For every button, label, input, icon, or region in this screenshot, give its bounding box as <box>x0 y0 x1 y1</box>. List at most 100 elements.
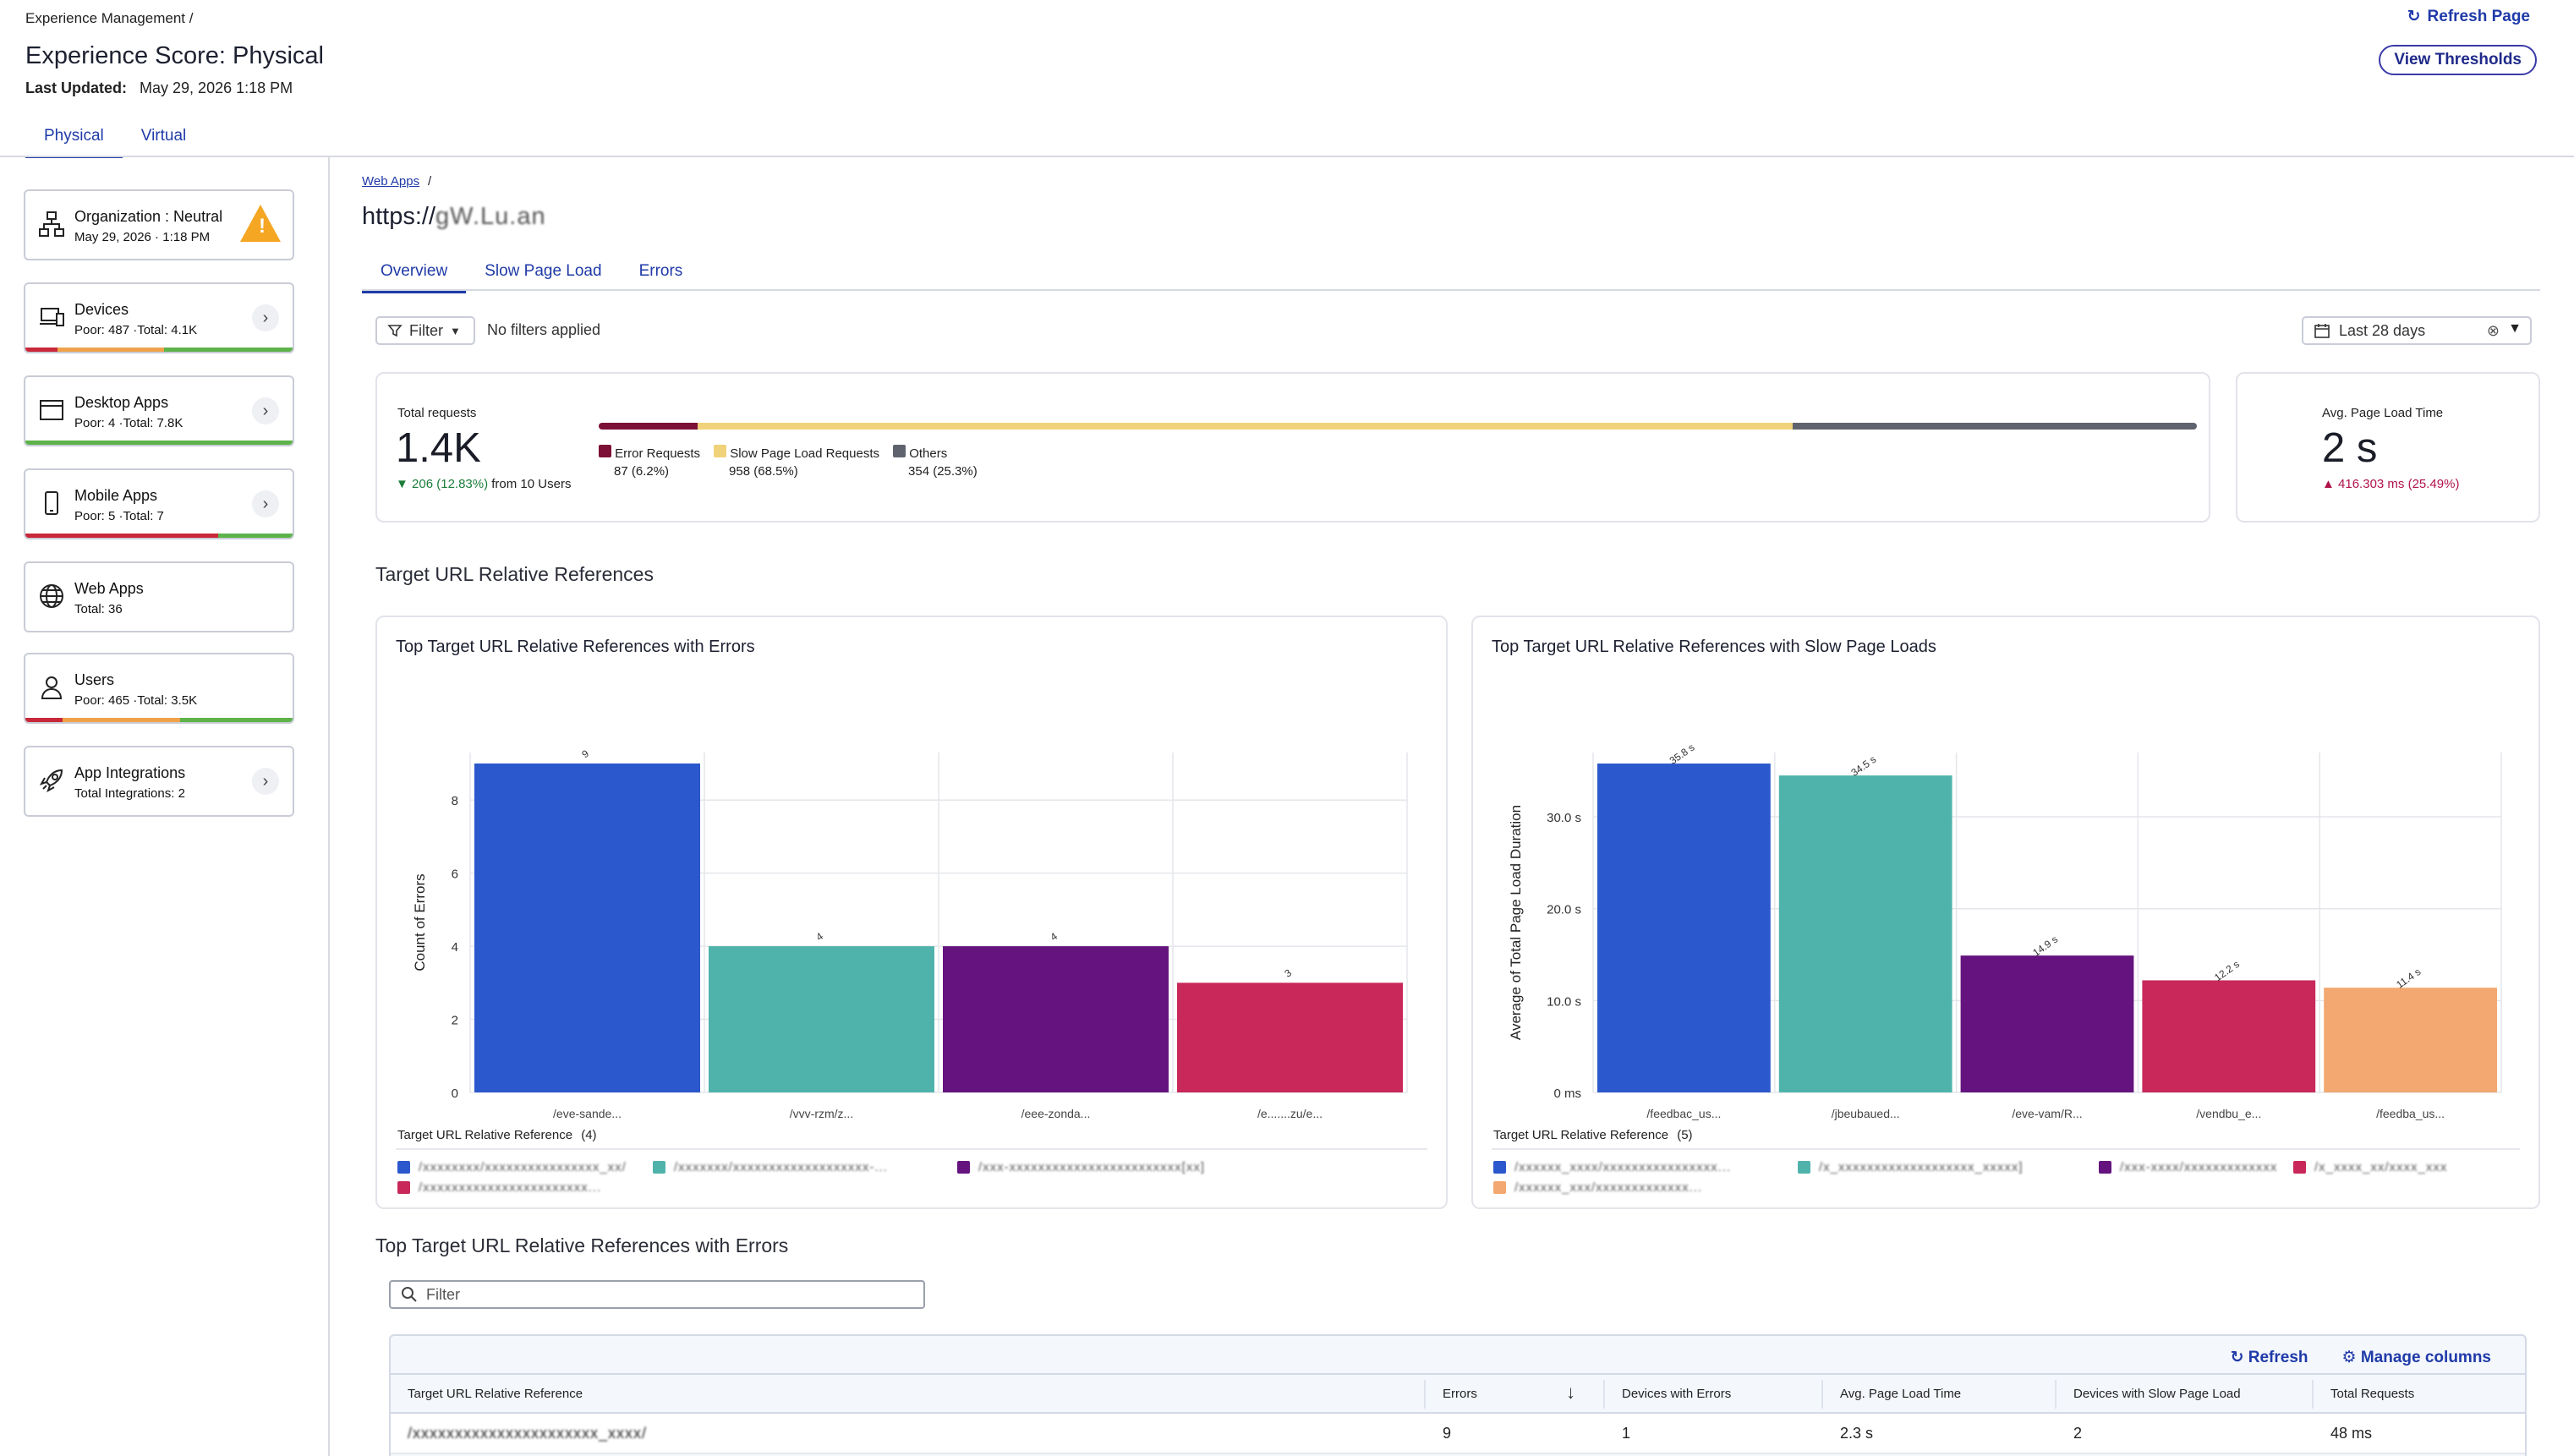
legend-item[interactable]: /xxx-xxxxxxxxxxxxxxxxxxxxxxxx[xx] <box>957 1160 1205 1174</box>
total-requests-label: Total requests <box>397 406 477 420</box>
data-label: 4 <box>1048 930 1060 943</box>
sidebar-item-title: Web Apps <box>74 580 144 597</box>
date-range-select[interactable]: Last 28 days ⊗ ▼ <box>2302 316 2532 345</box>
section-title: Target URL Relative References <box>375 563 654 585</box>
legend-item[interactable]: /xxxxxxxx/xxxxxxxxxxxxxxxx_xx/ <box>397 1160 627 1174</box>
table-filter-input[interactable]: Filter <box>389 1280 925 1309</box>
y-tick-label: 2 <box>452 1014 458 1028</box>
column-header-errors[interactable]: Errors <box>1443 1386 1477 1401</box>
chevron-right-icon[interactable]: › <box>252 768 279 795</box>
sidebar-item-title: Devices <box>74 301 129 318</box>
requests-segment <box>599 423 698 430</box>
date-range-value: Last 28 days <box>2339 321 2426 339</box>
view-thresholds-button[interactable]: View Thresholds <box>2379 45 2537 75</box>
tab-errors[interactable]: Errors <box>638 262 683 280</box>
data-label: 9 <box>579 747 591 760</box>
sidebar-item-devices[interactable]: Devices Poor: 487 ·Total: 4.1K › <box>24 282 294 353</box>
column-separator <box>2312 1380 2314 1409</box>
table-refresh-button[interactable]: ↻ Refresh <box>2231 1348 2308 1367</box>
refresh-page-button[interactable]: ↻ Refresh Page <box>2407 7 2530 26</box>
sidebar-item-organization[interactable]: Organization : Neutral May 29, 2026 · 1:… <box>24 189 294 260</box>
sidebar-item-app-integrations[interactable]: App Integrations Total Integrations: 2 › <box>24 746 294 817</box>
errors-chart-panel: Top Target URL Relative References with … <box>375 616 1448 1209</box>
arrow-up-icon: ▲ <box>2322 477 2335 491</box>
org-chart-icon <box>37 210 66 238</box>
total-requests-value: 1.4K <box>396 425 481 471</box>
chevron-right-icon[interactable]: › <box>252 490 279 517</box>
sidebar-item-title: App Integrations <box>74 764 186 781</box>
tab-overview[interactable]: Overview <box>362 259 467 293</box>
bar <box>1597 764 1771 1092</box>
cell-url[interactable]: /xxxxxxxxxxxxxxxxxxxxxx_xxxx/ <box>408 1424 648 1442</box>
sidebar-item-subtitle: Poor: 4 ·Total: 7.8K <box>74 416 183 430</box>
column-header-url[interactable]: Target URL Relative Reference <box>408 1386 583 1401</box>
refresh-page-label: Refresh Page <box>2427 7 2530 25</box>
column-header-total-requests[interactable]: Total Requests <box>2330 1386 2415 1401</box>
column-header-avg-load[interactable]: Avg. Page Load Time <box>1840 1386 1962 1401</box>
tab-slow-page-load[interactable]: Slow Page Load <box>485 262 602 280</box>
chevron-down-icon[interactable]: ▼ <box>2508 321 2522 336</box>
legend-item[interactable]: /xxxxxx_xxx/xxxxxxxxxxxxx... <box>1493 1180 1702 1195</box>
score-bar <box>25 534 293 538</box>
legend-item[interactable]: /xxxxxxxxxxxxxxxxxxxxxxx... <box>397 1180 601 1195</box>
table-section-title: Top Target URL Relative References with … <box>375 1234 789 1256</box>
filter-button[interactable]: Filter ▼ <box>375 316 475 345</box>
legend-count: (5) <box>1677 1128 1693 1142</box>
no-filters-text: No filters applied <box>487 321 601 338</box>
sidebar-item-subtitle: Total: 36 <box>74 602 123 616</box>
tab-virtual[interactable]: Virtual <box>140 127 187 145</box>
manage-columns-button[interactable]: ⚙ Manage columns <box>2342 1348 2491 1367</box>
chevron-right-icon[interactable]: › <box>252 304 279 331</box>
avg-load-delta-value: 416.303 ms (25.49%) <box>2338 477 2460 491</box>
sidebar-item-users[interactable]: Users Poor: 465 ·Total: 3.5K <box>24 653 294 724</box>
data-label: 14.9 s <box>2030 933 2060 959</box>
legend-value: 958 (68.5%) <box>729 464 798 479</box>
sidebar-item-web-apps[interactable]: Web Apps Total: 36 <box>24 561 294 632</box>
score-bar <box>25 441 293 445</box>
clear-icon[interactable]: ⊗ <box>2486 322 2500 339</box>
y-tick-label: 8 <box>452 794 458 808</box>
sidebar-item-mobile-apps[interactable]: Mobile Apps Poor: 5 ·Total: 7 › <box>24 468 294 539</box>
y-axis-title: Count of Errors <box>412 873 428 971</box>
table-row[interactable]: /xxxxxxxxxxxxxxxxxxxxxx_xxxx/ 9 1 2.3 s … <box>391 1414 2525 1454</box>
table-actions: ↻ Refresh ⚙ Manage columns <box>2231 1348 2491 1367</box>
y-tick-label: 10.0 s <box>1547 994 1581 1009</box>
column-separator <box>2055 1380 2056 1409</box>
sidebar-item-title: Organization : Neutral <box>74 208 223 225</box>
column-header-devices-slow[interactable]: Devices with Slow Page Load <box>2073 1386 2241 1401</box>
legend-divider <box>1492 1148 2520 1150</box>
requests-breakdown-legend: Error Requests 87 (6.2%) Slow Page Load … <box>599 445 978 479</box>
legend-others: Others 354 (25.3%) <box>893 445 978 479</box>
warning-icon <box>240 205 281 242</box>
legend-item[interactable]: /x_xxxx_xx/xxxx_xxx <box>2293 1160 2447 1174</box>
sort-desc-icon[interactable]: ↓ <box>1566 1382 1575 1403</box>
redacted-host: gW.Lu.an <box>435 203 546 230</box>
tab-physical[interactable]: Physical <box>25 123 123 158</box>
column-header-devices-errors[interactable]: Devices with Errors <box>1622 1386 1732 1401</box>
legend-item[interactable]: /xxx-xxxx/xxxxxxxxxxxxx <box>2099 1160 2277 1174</box>
breadcrumb-web-apps[interactable]: Web Apps <box>362 174 420 189</box>
bar <box>2324 988 2497 1092</box>
legend-item[interactable]: /x_xxxxxxxxxxxxxxxxxxx_xxxxx] <box>1798 1160 2024 1174</box>
legend-item-label: /xxxxxxxx/xxxxxxxxxxxxxxxx_xx/ <box>419 1160 627 1174</box>
legend-title-text: Target URL Relative Reference <box>397 1128 573 1142</box>
sidebar-divider <box>328 157 330 1456</box>
legend-item-label: /xxxxxxxxxxxxxxxxxxxxxxx... <box>419 1180 602 1195</box>
x-tick-label: /e.......zu/e... <box>1257 1107 1323 1120</box>
chevron-right-icon[interactable]: › <box>252 397 279 424</box>
chevron-down-icon: ▼ <box>450 324 461 337</box>
cell-errors: 9 <box>1443 1424 1452 1442</box>
legend-item-label: /xxxxxx_xxx/xxxxxxxxxxxxx... <box>1514 1180 1703 1195</box>
last-updated-value: May 29, 2026 1:18 PM <box>140 79 293 96</box>
legend-item[interactable]: /xxxxxx_xxxx/xxxxxxxxxxxxxxxx... <box>1493 1160 1731 1174</box>
x-tick-label: /feedbac_us... <box>1646 1107 1721 1120</box>
header-divider <box>0 156 2574 157</box>
app-url-title: https://gW.Lu.an <box>362 203 546 231</box>
cell-total-requests: 48 ms <box>2330 1424 2373 1442</box>
avg-load-label: Avg. Page Load Time <box>2322 406 2444 420</box>
sidebar-item-desktop-apps[interactable]: Desktop Apps Poor: 4 ·Total: 7.8K › <box>24 375 294 446</box>
legend-item[interactable]: /xxxxxxx/xxxxxxxxxxxxxxxxxxx-... <box>653 1160 888 1174</box>
data-label: 34.5 s <box>1848 753 1878 779</box>
slow-loads-bar-chart: 0 ms 10.0 s 20.0 s 30.0 s 35.8 s/feedbac_us.… <box>1508 742 2502 1120</box>
rocket-icon <box>37 766 66 795</box>
